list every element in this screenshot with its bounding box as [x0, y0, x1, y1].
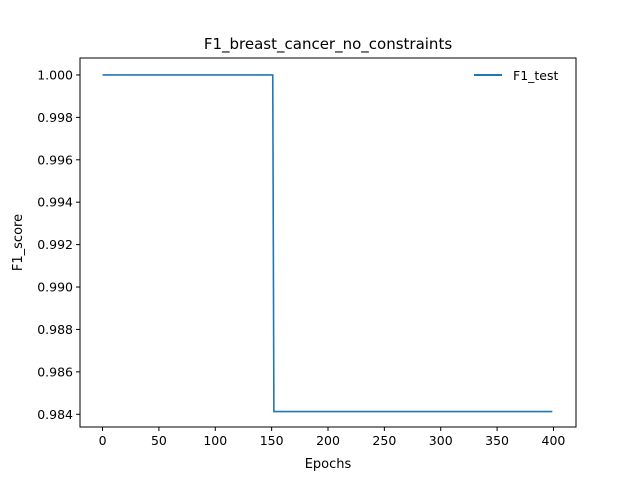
x-tick-label: 200 — [316, 433, 340, 448]
y-tick-label: 0.984 — [37, 407, 73, 422]
y-tick-label: 0.998 — [37, 110, 73, 125]
y-tick-label: 0.996 — [37, 152, 73, 167]
x-tick-label: 0 — [99, 433, 107, 448]
chart-title: F1_breast_cancer_no_constraints — [204, 35, 452, 54]
x-tick-label: 100 — [203, 433, 227, 448]
y-tick-label: 1.000 — [37, 67, 73, 82]
y-tick-label: 0.992 — [37, 237, 73, 252]
series-line-f1-test — [102, 74, 553, 413]
x-axis: 0 50 100 150 200 250 300 350 400 — [99, 427, 566, 448]
x-tick-label: 250 — [372, 433, 396, 448]
legend: F1_test — [474, 68, 558, 83]
y-axis-label: F1_score — [11, 214, 26, 271]
x-tick-label: 300 — [429, 433, 453, 448]
legend-label-f1-test: F1_test — [513, 68, 558, 83]
plot-frame — [79, 57, 577, 428]
y-tick-label: 0.986 — [37, 364, 73, 379]
y-tick-label: 0.994 — [37, 195, 73, 210]
plot-area — [102, 74, 553, 413]
x-tick-label: 400 — [542, 433, 566, 448]
x-axis-label: Epochs — [305, 457, 352, 472]
x-tick-label: 150 — [260, 433, 284, 448]
x-tick-label: 50 — [151, 433, 167, 448]
y-axis: 0.984 0.986 0.988 0.990 0.992 0.994 0.996 0.998… — [37, 67, 80, 422]
x-tick-label: 350 — [485, 433, 509, 448]
y-tick-label: 0.990 — [37, 280, 73, 295]
y-tick-label: 0.988 — [37, 322, 73, 337]
